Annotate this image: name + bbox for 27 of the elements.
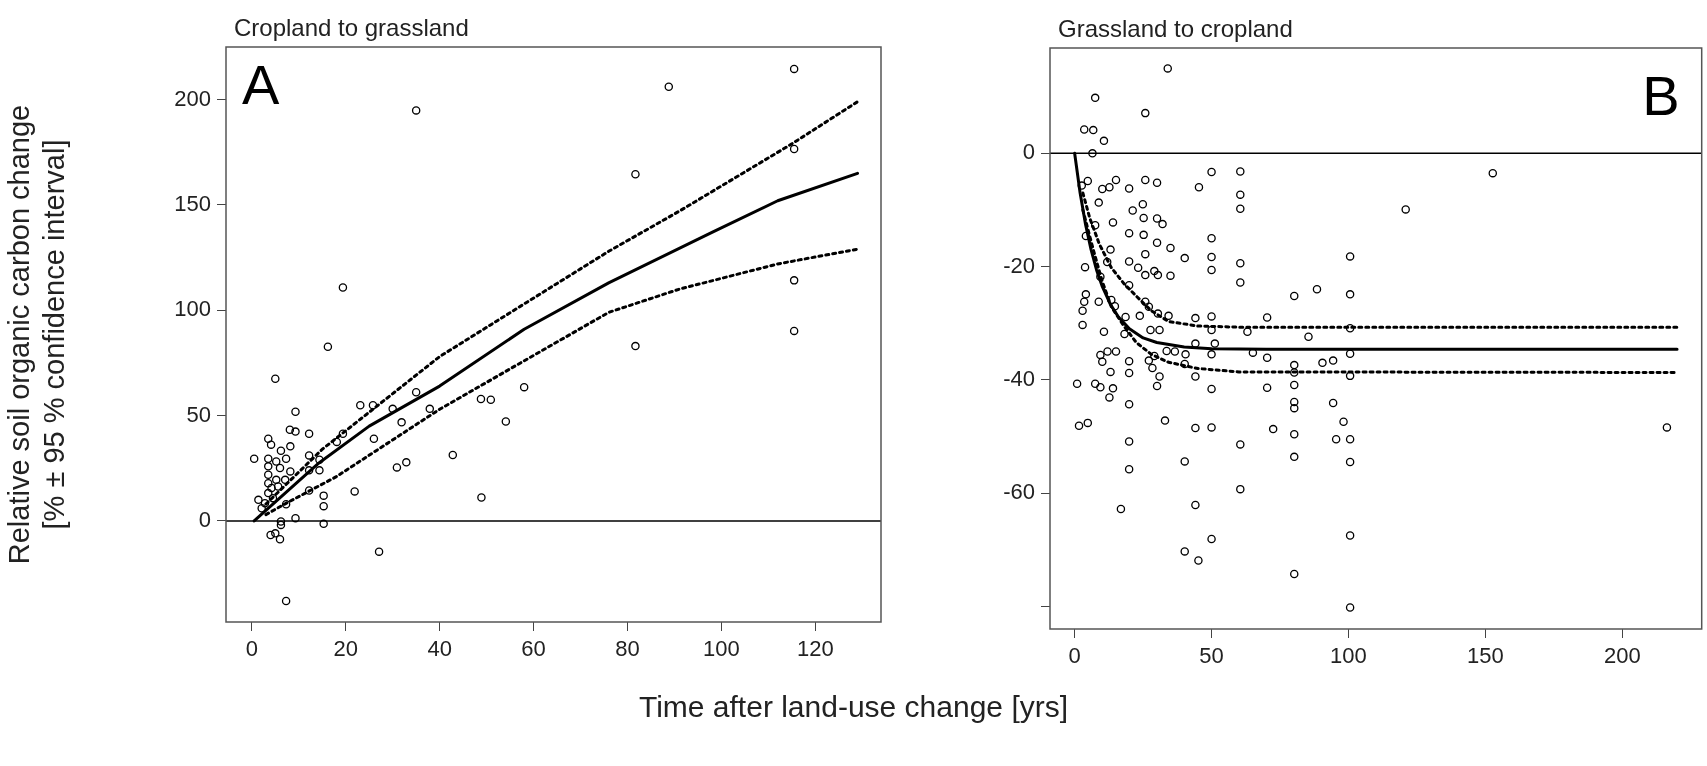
x-tick-label: 100 (1330, 643, 1367, 669)
x-tick-label: 150 (1467, 643, 1504, 669)
y-tick-label: 100 (174, 296, 211, 322)
x-tick-label: 80 (615, 636, 640, 662)
x-tick-label: 50 (1199, 643, 1224, 669)
x-tick-label: 40 (427, 636, 452, 662)
x-tick-label: 100 (703, 636, 740, 662)
y-tick-label: -20 (1003, 252, 1035, 278)
y-axis-title: Relative soil organic carbon change [% ± 95 % confidence interval] (3, 104, 71, 565)
x-tick-label: 200 (1603, 643, 1641, 669)
x-tick-label: 20 (333, 636, 358, 662)
y-tick-label: 150 (174, 191, 211, 217)
y-tick-label: 0 (1022, 139, 1035, 165)
chart-title: Cropland to grassland (234, 13, 469, 41)
x-axis-title: Time after land-use change [yrs] (637, 690, 1070, 724)
y-tick-label: 50 (186, 401, 211, 427)
x-tick-label: 60 (521, 636, 546, 662)
x-tick-label: 0 (245, 636, 258, 662)
annotation: A (242, 53, 280, 117)
x-tick-label: 120 (796, 636, 834, 662)
y-tick-label: 200 (174, 85, 211, 111)
y-tick-label: 0 (198, 506, 211, 532)
y-tick-label: -60 (1003, 479, 1035, 505)
chart-title: Grassland to cropland (1058, 14, 1293, 42)
annotation: B (1642, 64, 1680, 128)
x-tick-label: 0 (1068, 643, 1081, 669)
y-tick-label: -40 (1003, 365, 1035, 391)
